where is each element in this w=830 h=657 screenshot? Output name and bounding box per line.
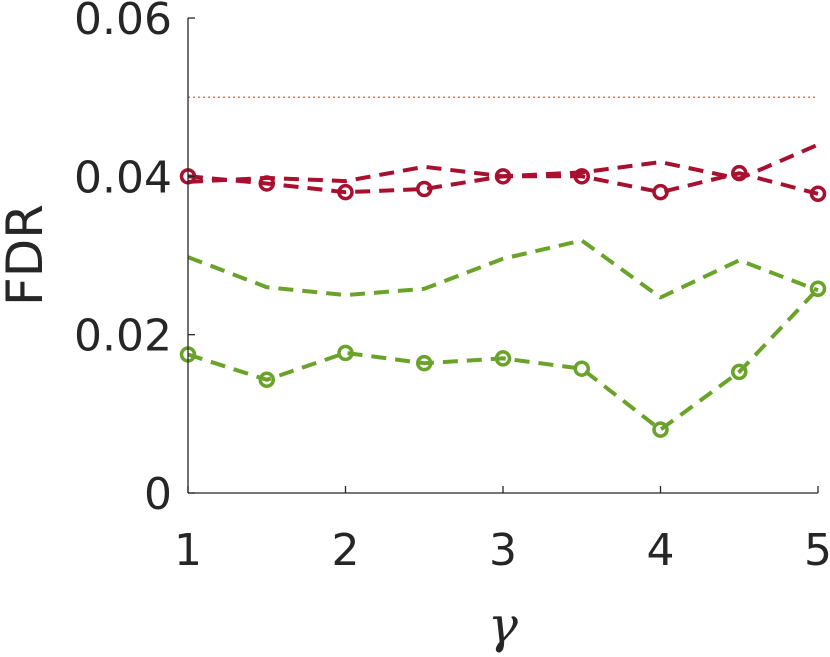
series-4-marker	[416, 354, 433, 372]
series-line-4	[187, 287, 820, 432]
x-tick-label: 4	[647, 525, 675, 576]
series-1-marker	[809, 185, 827, 202]
series-1-marker	[337, 183, 354, 201]
series-4-marker	[573, 360, 590, 377]
series-layer	[179, 142, 827, 438]
series-1-marker	[573, 168, 590, 185]
ticks-layer: 1 2 3 4 5 0 0.02 0.04 0.06	[74, 0, 830, 576]
x-tick-label: 3	[489, 525, 517, 576]
x-tick-label: 5	[804, 525, 830, 576]
y-tick-label: 0.06	[74, 0, 172, 45]
series-4-marker	[731, 363, 748, 381]
series-4-marker	[809, 280, 827, 297]
series-4-marker	[258, 371, 275, 389]
x-tick-label: 1	[174, 525, 202, 576]
x-axis-label: γ	[488, 596, 518, 654]
series-1-marker	[416, 180, 433, 198]
series-4-marker	[337, 344, 354, 362]
y-tick-label: 0.02	[74, 311, 172, 362]
series-1-marker	[652, 183, 669, 201]
series-line-3	[187, 238, 819, 300]
series-4-marker	[652, 421, 669, 438]
x-tick-label: 2	[332, 525, 360, 576]
series-4-marker	[494, 350, 512, 367]
y-tick-label: 0.04	[74, 152, 172, 203]
y-axis-label: FDR	[0, 204, 54, 306]
axes-layer	[187, 18, 818, 494]
series-line-2	[187, 142, 819, 184]
y-tick-label: 0	[144, 469, 172, 520]
